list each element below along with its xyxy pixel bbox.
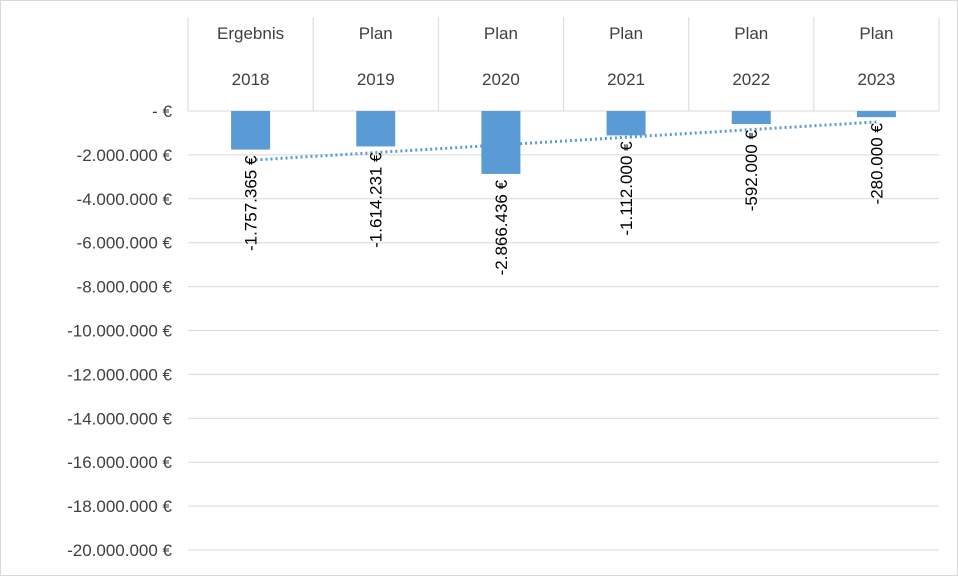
y-tick-label: -16.000.000 € (67, 453, 172, 472)
y-tick-label: -6.000.000 € (77, 234, 173, 253)
category-label-line1: Plan (484, 24, 518, 43)
y-axis-tick-labels: - € -2.000.000 € -4.000.000 € -6.000.000 € -… (67, 102, 172, 560)
data-label: -2.866.436 € (492, 179, 511, 275)
y-tick-label: -2.000.000 € (77, 146, 173, 165)
data-label: -280.000 € (867, 123, 886, 205)
category-label-line2: 2019 (357, 70, 395, 89)
data-label: -1.757.365 € (242, 155, 261, 251)
y-tick-label: -4.000.000 € (77, 190, 173, 209)
bar (231, 111, 271, 150)
y-tick-label: -10.000.000 € (67, 322, 172, 341)
bar (606, 111, 646, 136)
category-label-line1: Plan (359, 24, 393, 43)
bar (481, 111, 521, 174)
bars (231, 111, 896, 174)
y-tick-label: -18.000.000 € (67, 497, 172, 516)
y-tick-label: -12.000.000 € (67, 365, 172, 384)
data-label: -1.614.231 € (367, 152, 386, 248)
category-label-line1: Plan (609, 24, 643, 43)
category-label-line2: 2020 (482, 70, 520, 89)
bar (356, 111, 396, 147)
category-header-table: Ergebnis 2018 Plan 2019 Plan 2020 Plan 2021 Plan… (187, 17, 940, 112)
y-tick-label: -20.000.000 € (67, 541, 172, 560)
y-tick-label: -8.000.000 € (77, 278, 173, 297)
y-tick-label: -14.000.000 € (67, 409, 172, 428)
gridlines (188, 154, 939, 551)
category-label-line2: 2023 (858, 70, 896, 89)
y-tick-label: - € (152, 102, 172, 121)
category-label-line1: Plan (859, 24, 893, 43)
data-labels: -1.757.365 € -1.614.231 € -2.866.436 € -1.1… (242, 123, 887, 276)
data-label: -592.000 € (742, 129, 761, 211)
category-label-line1: Plan (734, 24, 768, 43)
category-label-line2: 2022 (732, 70, 770, 89)
bar (856, 111, 896, 118)
category-label-line2: 2021 (607, 70, 645, 89)
bar (731, 111, 771, 124)
category-label-line1: Ergebnis (217, 24, 284, 43)
data-label: -1.112.000 € (617, 141, 636, 236)
category-label-line2: 2018 (232, 70, 270, 89)
